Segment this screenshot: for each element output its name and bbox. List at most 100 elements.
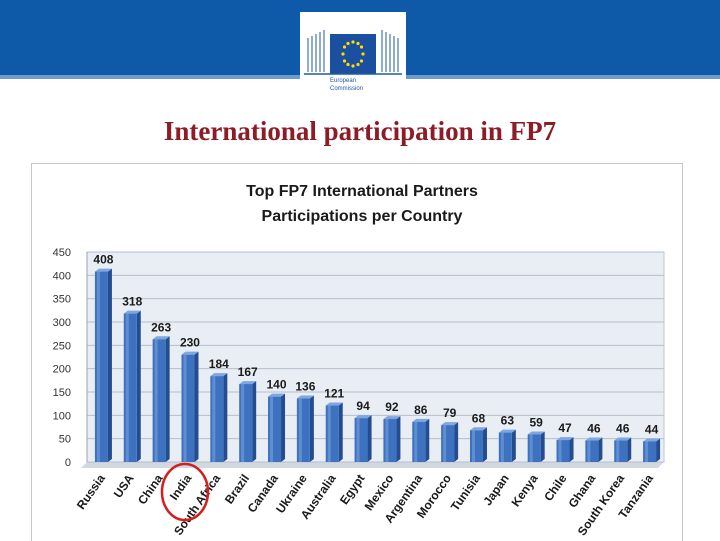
bar: [296, 398, 310, 462]
bar-top: [556, 437, 574, 441]
bar-top: [469, 427, 487, 431]
bar-highlight: [96, 271, 100, 462]
bar-side: [598, 437, 603, 462]
data-label: 184: [209, 357, 229, 371]
data-label: 94: [356, 399, 370, 413]
data-label: 46: [616, 422, 630, 436]
data-label: 46: [587, 422, 601, 436]
bar: [585, 440, 599, 462]
x-tick-label: India: [167, 471, 195, 502]
eu-stars-icon: [341, 40, 365, 68]
bar-highlight: [616, 440, 620, 462]
bar-top: [412, 418, 430, 422]
bar-highlight: [587, 440, 591, 462]
bar-highlight: [241, 384, 245, 462]
data-label: 140: [267, 378, 287, 392]
data-label: 47: [558, 421, 572, 435]
bar-side: [511, 429, 516, 462]
bar-highlight: [154, 339, 158, 462]
bar-highlight: [414, 421, 418, 462]
bar-highlight: [471, 430, 475, 462]
bar-highlight: [327, 405, 331, 462]
data-label: 230: [180, 336, 200, 350]
bar: [412, 421, 426, 462]
data-label: 44: [645, 422, 659, 436]
bar-highlight: [558, 440, 562, 462]
bar-highlight: [443, 425, 447, 462]
x-tick-label: Kenya: [508, 471, 540, 509]
bar-side: [425, 418, 430, 462]
chart-frame: Top FP7 International Partners Participa…: [31, 163, 683, 541]
data-label: 92: [385, 400, 399, 414]
bar-side: [165, 336, 170, 462]
y-tick-label: 400: [53, 270, 71, 282]
y-tick-label: 100: [53, 410, 71, 422]
bar: [527, 434, 541, 462]
bar-highlight: [212, 376, 216, 462]
data-label: 318: [122, 295, 142, 309]
plot-background: [86, 251, 665, 463]
bar-side: [136, 310, 141, 462]
y-tick-label: 300: [53, 317, 71, 329]
bar-highlight: [298, 398, 302, 462]
bar: [268, 396, 282, 462]
bar-side: [309, 395, 314, 462]
bar-side: [627, 437, 632, 462]
data-label: 86: [414, 403, 428, 417]
bar-highlight: [125, 313, 129, 462]
bar: [614, 440, 628, 462]
bar-top: [498, 429, 516, 433]
bar-top: [383, 416, 401, 420]
bar: [469, 430, 483, 462]
bar-top: [325, 402, 343, 406]
bar-side: [223, 373, 228, 462]
bar: [181, 354, 195, 462]
bar-side: [194, 351, 199, 462]
bar-side: [569, 437, 574, 462]
y-tick-label: 150: [53, 387, 71, 399]
bar: [556, 440, 570, 462]
data-label: 79: [443, 406, 457, 420]
bar-top: [239, 381, 257, 385]
bar-highlight: [385, 419, 389, 462]
bar-top: [527, 431, 545, 435]
bar-side: [396, 416, 401, 462]
bar: [498, 432, 512, 462]
bar-chart: Top FP7 International Partners Participa…: [53, 183, 665, 538]
bar-highlight: [183, 354, 187, 462]
bar-side: [482, 427, 487, 462]
bar-highlight: [529, 434, 533, 462]
bar-top: [152, 336, 170, 340]
data-label: 68: [472, 411, 486, 425]
bar: [325, 405, 339, 462]
bar-top: [643, 438, 661, 442]
bar-top: [123, 310, 141, 314]
bar-highlight: [270, 396, 274, 462]
bar-top: [94, 268, 112, 272]
eu-flag-icon: [330, 34, 376, 74]
bar-side: [656, 438, 661, 462]
bar-top: [614, 437, 632, 441]
chart-title: Top FP7 International Partners: [246, 183, 478, 200]
commission-building-icon: [307, 30, 399, 72]
logo-text-commission: Commission: [330, 86, 363, 92]
bar-top: [441, 422, 459, 426]
data-label: 136: [295, 380, 315, 394]
bar-side: [367, 415, 372, 462]
bar: [239, 384, 253, 462]
bar-top: [210, 373, 228, 377]
bar-side: [540, 431, 545, 462]
bar-top: [268, 393, 286, 397]
bar: [210, 376, 224, 462]
bar-top: [296, 395, 314, 399]
data-label: 408: [93, 253, 113, 267]
bar: [354, 418, 368, 462]
bar-side: [281, 393, 286, 462]
bar-side: [107, 268, 112, 462]
x-tick-label: Russia: [74, 471, 108, 512]
bar: [123, 313, 137, 462]
y-tick-label: 200: [53, 364, 71, 376]
y-tick-label: 350: [53, 294, 71, 306]
bar-side: [338, 402, 343, 462]
bar: [383, 419, 397, 462]
